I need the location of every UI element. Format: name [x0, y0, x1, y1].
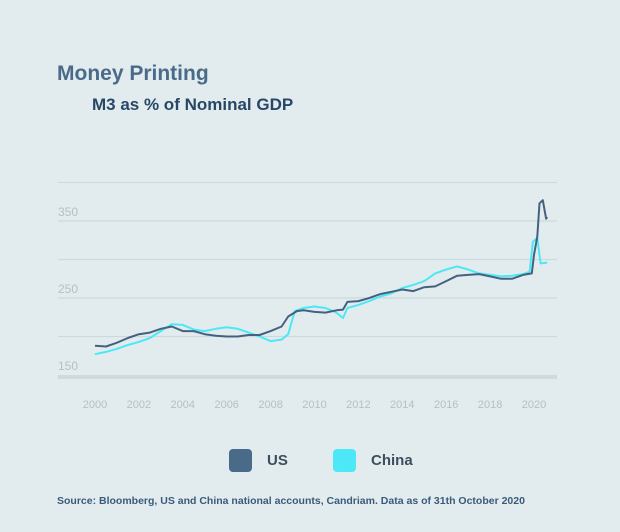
- x-tick-label: 2018: [478, 399, 502, 411]
- x-tick-label: 2016: [434, 399, 458, 411]
- x-tick-label: 2014: [390, 399, 414, 411]
- x-tick-label: 2020: [522, 399, 546, 411]
- series-line-china: [94, 236, 548, 356]
- legend-label-us: US: [267, 452, 288, 469]
- source-note: Source: Bloomberg, US and China national…: [57, 495, 525, 507]
- chart-subtitle: M3 as % of Nominal GDP: [92, 95, 294, 114]
- series-line-us: [94, 199, 549, 348]
- legend-item-china: China: [333, 449, 413, 472]
- x-tick-label: 2008: [258, 399, 282, 411]
- x-tick-label: 2004: [171, 399, 195, 411]
- legend-label-china: China: [371, 452, 413, 469]
- y-tick-label: 250: [58, 282, 78, 296]
- x-tick-label: 2000: [83, 399, 107, 411]
- legend-swatch-us: [229, 449, 252, 472]
- legend-swatch-china: [333, 449, 356, 472]
- y-tick-label: 350: [58, 205, 78, 219]
- chart-title: Money Printing: [57, 62, 209, 85]
- x-tick-label: 2002: [127, 399, 151, 411]
- y-tick-label: 150: [58, 359, 78, 373]
- x-tick-label: 2006: [214, 399, 238, 411]
- x-tick-label: 2012: [346, 399, 370, 411]
- legend-item-us: US: [229, 449, 288, 472]
- x-tick-label: 2010: [302, 399, 326, 411]
